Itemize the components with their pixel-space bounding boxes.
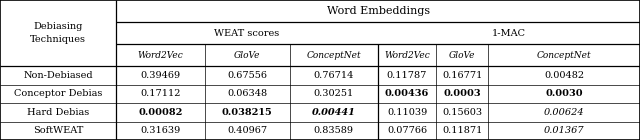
Text: Non-Debiased: Non-Debiased [24,71,93,80]
Text: Debiasing
Techniques: Debiasing Techniques [30,22,86,44]
Text: 0.0003: 0.0003 [444,89,481,98]
Text: Conceptor Debias: Conceptor Debias [14,89,102,98]
Text: SoftWEAT: SoftWEAT [33,126,83,135]
Text: ConceptNet: ConceptNet [307,51,361,60]
Text: 0.11039: 0.11039 [387,108,427,117]
Text: 0.11787: 0.11787 [387,71,428,80]
Text: GloVe: GloVe [234,51,260,60]
Text: 0.00624: 0.00624 [544,108,584,117]
Text: 0.39469: 0.39469 [141,71,180,80]
Text: 0.07766: 0.07766 [387,126,427,135]
Text: 1-MAC: 1-MAC [492,29,526,38]
Text: 0.30251: 0.30251 [314,89,354,98]
Text: 0.40967: 0.40967 [227,126,268,135]
Text: Word Embeddings: Word Embeddings [326,6,430,16]
Text: Hard Debias: Hard Debias [27,108,90,117]
Text: 0.76714: 0.76714 [314,71,354,80]
Text: 0.83589: 0.83589 [314,126,354,135]
Text: WEAT scores: WEAT scores [214,29,280,38]
Text: 0.11871: 0.11871 [442,126,483,135]
Text: GloVe: GloVe [449,51,476,60]
Text: 0.67556: 0.67556 [227,71,268,80]
Text: Word2Vec: Word2Vec [384,51,430,60]
Text: 0.00082: 0.00082 [138,108,183,117]
Text: 0.00436: 0.00436 [385,89,429,98]
Text: 0.06348: 0.06348 [227,89,268,98]
Text: 0.15603: 0.15603 [442,108,483,117]
Text: 0.038215: 0.038215 [222,108,273,117]
Text: 0.31639: 0.31639 [141,126,180,135]
Text: 0.0030: 0.0030 [545,89,583,98]
Text: 0.17112: 0.17112 [140,89,181,98]
Text: 0.00482: 0.00482 [544,71,584,80]
Text: Word2Vec: Word2Vec [138,51,184,60]
Text: ConceptNet: ConceptNet [537,51,591,60]
Text: 0.01367: 0.01367 [544,126,584,135]
Text: 0.00441: 0.00441 [312,108,356,117]
Text: 0.16771: 0.16771 [442,71,483,80]
